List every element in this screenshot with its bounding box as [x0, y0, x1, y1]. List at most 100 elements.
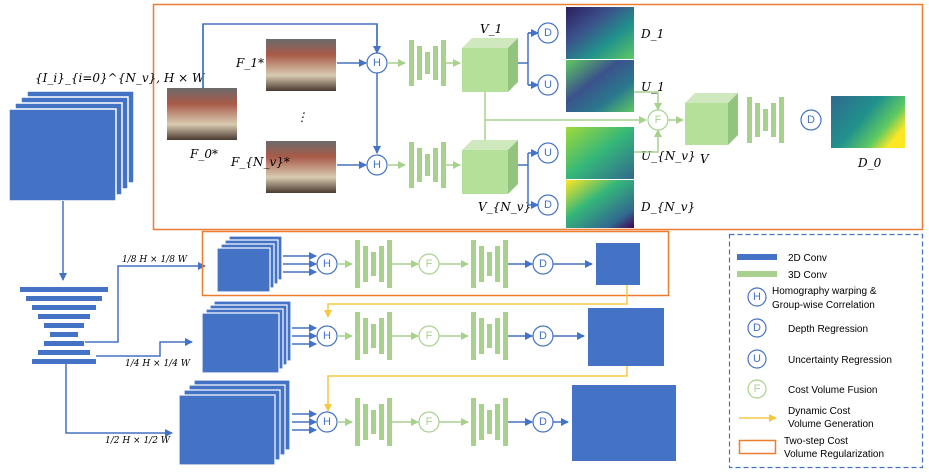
- label-d1: D_1: [640, 27, 664, 41]
- svg-text:H: H: [373, 159, 381, 171]
- homography-circle-1: H: [366, 52, 388, 74]
- conv3d-block-stage1-b: [471, 240, 508, 288]
- legend-label-regularization: Two-step Cost Volume Regularization: [784, 436, 884, 460]
- legend-label-homography: Homography warping & Group-wise Correlati…: [772, 286, 877, 311]
- src-image-fnv: [266, 141, 336, 193]
- features-stack-stage3: [178, 379, 291, 466]
- depth-regression-circle-stage1: D: [532, 253, 554, 275]
- regularization-box-stage1: [201, 230, 670, 297]
- uncertainty-circle-nv: U: [537, 142, 559, 164]
- label-dnv: D_{N_v}: [640, 200, 695, 214]
- legend-h-icon: H: [747, 287, 767, 307]
- legend-orange-rect-icon: [738, 439, 777, 455]
- features-stack-stage1: [216, 235, 283, 293]
- svg-text:F: F: [426, 416, 433, 428]
- conv3d-block-1: [409, 40, 446, 86]
- uncertainty-circle-1: U: [537, 74, 559, 96]
- svg-text:H: H: [323, 258, 331, 270]
- label-f1: F_1*: [235, 56, 264, 70]
- homography-circle-stage2: H: [316, 325, 338, 347]
- svg-text:F: F: [754, 383, 761, 395]
- svg-text:U: U: [544, 147, 552, 159]
- legend-label-uncertainty: Uncertainty Regression: [788, 355, 892, 366]
- svg-text:U: U: [753, 353, 761, 365]
- homography-circle-stage1: H: [316, 253, 338, 275]
- features-stack-stage2: [201, 300, 292, 374]
- svg-text:H: H: [323, 416, 331, 428]
- label-vnv: V_{N_v}: [478, 200, 531, 214]
- depth-regression-circle-final: D: [800, 109, 822, 131]
- svg-text:D: D: [544, 199, 552, 211]
- cost-volume-v1: [462, 38, 518, 92]
- conv3d-block-fusion: [747, 97, 784, 143]
- regularization-box-main: [152, 3, 924, 231]
- legend-2d-conv-icon: [737, 254, 777, 260]
- svg-text:D: D: [539, 258, 547, 270]
- legend-label-dynamic: Dynamic Cost Volume Generation: [788, 406, 874, 430]
- inputs-label: {I_i}_{i=0}^{N_v}, H × W: [35, 71, 206, 85]
- fusion-circle-stage1: F: [418, 253, 440, 275]
- legend-d-icon: D: [747, 318, 767, 338]
- legend: 2D Conv 3D Conv H Homography warping & Gr…: [728, 233, 924, 469]
- label-f0: F_0*: [189, 147, 218, 161]
- legend-3d-conv-icon: [737, 271, 777, 277]
- feature-pyramid: [20, 287, 108, 364]
- legend-label-depth: Depth Regression: [788, 324, 868, 335]
- conv3d-block-nv: [409, 142, 446, 188]
- svg-text:D: D: [753, 322, 761, 334]
- scale-label-1-8: 1/8 H × 1/8 W: [122, 255, 188, 265]
- input-images-stack: [8, 90, 135, 202]
- label-unv: U_{N_v}: [641, 149, 696, 163]
- scale-label-1-2: 1/2 H × 1/2 W: [105, 436, 171, 446]
- fusion-circle-stage2: F: [418, 325, 440, 347]
- depth-map-dnv: [566, 180, 634, 228]
- homography-circle-stage3: H: [316, 411, 338, 433]
- depth-map-d0: [831, 96, 905, 148]
- depth-regression-circle-nv: D: [537, 194, 559, 216]
- depth-regression-circle-stage3: D: [532, 411, 554, 433]
- legend-label-3dconv: 3D Conv: [788, 270, 827, 281]
- label-fnv: F_{N_v}*: [230, 155, 290, 169]
- svg-text:F: F: [426, 258, 433, 270]
- legend-u-icon: U: [747, 349, 767, 369]
- scale-label-1-4: 1/4 H × 1/4 W: [125, 359, 191, 369]
- homography-circle-nv: H: [366, 154, 388, 176]
- fusion-circle-top: F: [647, 109, 669, 131]
- depth-output-stage2: [588, 308, 664, 366]
- depth-map-d1: [566, 7, 634, 59]
- svg-text:H: H: [753, 291, 761, 303]
- svg-text:F: F: [655, 114, 662, 126]
- cost-volume-v: [685, 93, 738, 145]
- label-d0: D_0: [857, 156, 882, 170]
- depth-output-stage1: [596, 243, 640, 285]
- depth-regression-circle-stage2: D: [532, 325, 554, 347]
- vertical-dots: ⋮: [296, 110, 308, 124]
- uncertainty-map-u1: [566, 60, 634, 112]
- conv3d-block-stage3-b: [471, 398, 508, 446]
- uncertainty-map-unv: [566, 127, 634, 179]
- svg-text:D: D: [539, 330, 547, 342]
- depth-regression-circle-1: D: [537, 22, 559, 44]
- legend-label-2dconv: 2D Conv: [788, 253, 827, 264]
- fusion-circle-stage3: F: [418, 411, 440, 433]
- svg-text:H: H: [373, 57, 381, 69]
- conv3d-block-stage3-a: [355, 398, 392, 446]
- depth-output-stage3: [572, 385, 676, 461]
- conv3d-block-stage2-a: [355, 312, 392, 360]
- label-u1: U_1: [641, 80, 665, 94]
- legend-label-fusion: Cost Volume Fusion: [788, 385, 878, 396]
- conv3d-block-stage1-a: [355, 240, 392, 288]
- ref-image-f0: [167, 88, 237, 140]
- svg-text:H: H: [323, 330, 331, 342]
- svg-text:D: D: [539, 416, 547, 428]
- svg-text:F: F: [426, 330, 433, 342]
- src-image-f1: [266, 39, 336, 91]
- legend-f-icon: F: [747, 379, 767, 399]
- svg-text:U: U: [544, 79, 552, 91]
- svg-text:D: D: [544, 27, 552, 39]
- svg-text:D: D: [807, 114, 815, 126]
- label-v: V: [700, 152, 710, 166]
- cost-volume-vnv: [462, 140, 518, 194]
- label-v1: V_1: [480, 22, 502, 36]
